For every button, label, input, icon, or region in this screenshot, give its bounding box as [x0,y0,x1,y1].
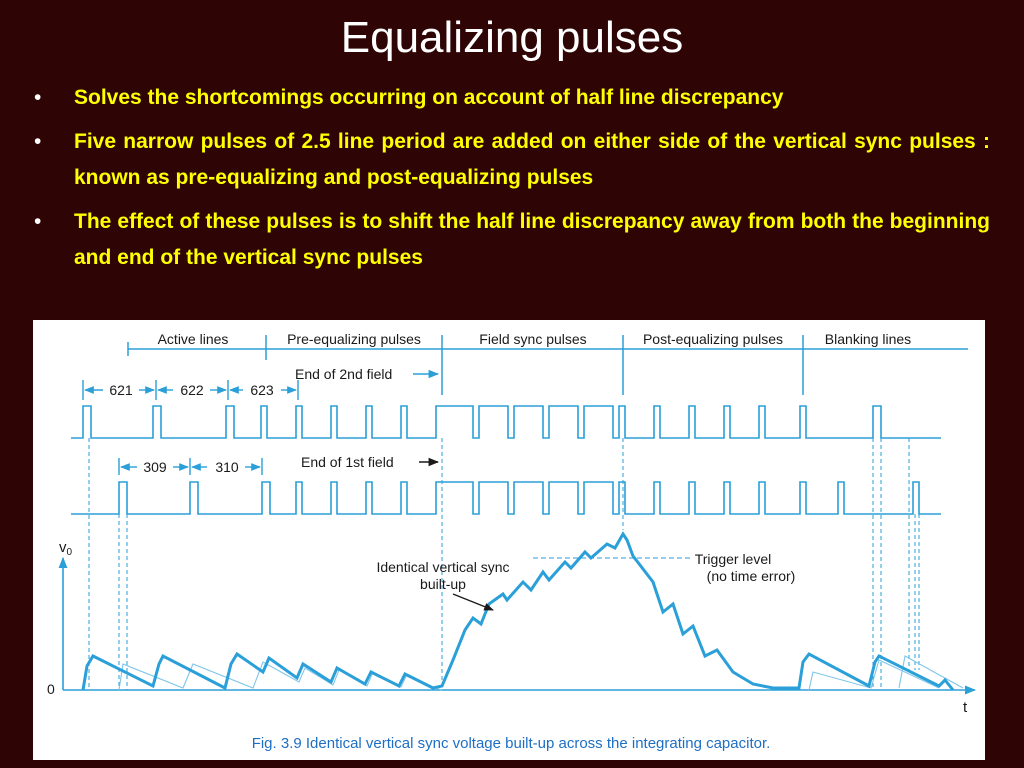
line-number-310: 310 [215,459,239,475]
end-2nd-field-label: End of 2nd field [295,366,392,382]
buildup-arrow [452,593,494,611]
bullet-item: Five narrow pulses of 2.5 line period ar… [30,124,990,196]
pulse-train-field2 [71,405,941,439]
line-number-623: 623 [250,382,274,398]
line-number-622: 622 [180,382,204,398]
bullet-item: Solves the shortcomings occurring on acc… [30,80,990,116]
line-number-309: 309 [143,459,167,475]
x-axis-label: t [963,699,968,716]
slide-title: Equalizing pulses [340,13,684,62]
buildup-label-line2: built-up [420,576,466,592]
section-label-field-sync: Field sync pulses [479,331,586,347]
figure-caption: Fig. 3.9 Identical vertical sync voltage… [252,735,771,752]
buildup-label-line1: Identical vertical sync [376,559,509,575]
end-1st-field-label: End of 1st field [301,454,394,470]
voltage-waveform-field1 [118,655,964,691]
y-axis-label: v0 [59,539,73,558]
line-number-621: 621 [109,382,133,398]
trigger-level-note: (no time error) [707,568,796,584]
bullet-item: The effect of these pulses is to shift t… [30,204,990,276]
zero-label: 0 [47,681,55,697]
trigger-level-label: Trigger level [695,551,772,567]
section-header [127,335,968,395]
line-number-markers-field2 [82,380,299,400]
section-label-blanking-lines: Blanking lines [825,331,911,347]
bullet-list: Solves the shortcomings occurring on acc… [30,80,990,284]
section-label-post-equalizing: Post-equalizing pulses [643,331,783,347]
sync-diagram: Active lines Pre-equalizing pulses Field… [47,331,977,752]
pulse-train-field1 [71,481,941,515]
line-number-markers-field1 [118,458,263,475]
figure-panel: Active lines Pre-equalizing pulses Field… [33,320,985,760]
section-label-active-lines: Active lines [158,331,229,347]
alignment-dashes [88,438,920,690]
voltage-waveform-main [81,531,955,691]
section-label-pre-equalizing: Pre-equalizing pulses [287,331,421,347]
